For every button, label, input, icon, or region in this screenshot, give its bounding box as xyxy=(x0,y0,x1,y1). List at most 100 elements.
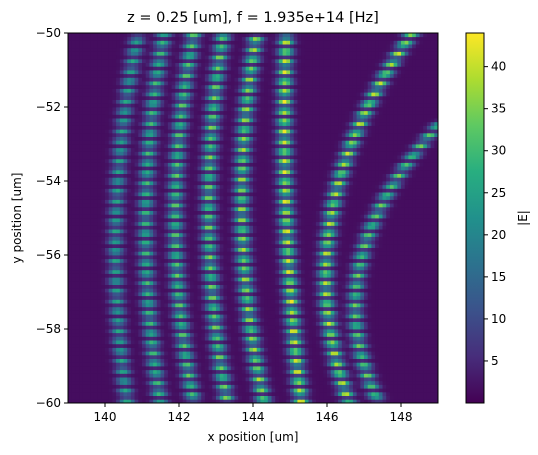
heatmap-cell xyxy=(208,255,213,260)
heatmap-cell xyxy=(290,332,295,337)
heatmap-cell xyxy=(190,299,195,304)
heatmap-cell xyxy=(164,310,169,315)
heatmap-cell xyxy=(138,343,143,348)
heatmap-cell xyxy=(345,399,350,404)
heatmap-cell xyxy=(130,351,135,356)
heatmap-cell xyxy=(323,310,328,315)
heatmap-cell xyxy=(171,288,176,293)
heatmap-cell xyxy=(389,395,394,400)
heatmap-cell xyxy=(145,225,150,230)
heatmap-cell xyxy=(423,236,428,241)
heatmap-cell xyxy=(271,243,276,248)
heatmap-cell xyxy=(356,273,361,278)
heatmap-cell xyxy=(164,362,169,367)
heatmap-cell xyxy=(134,347,139,352)
heatmap-cell xyxy=(123,240,128,245)
heatmap-cell xyxy=(101,317,106,322)
heatmap-cell xyxy=(186,266,191,271)
heatmap-cell xyxy=(349,377,354,382)
heatmap-cell xyxy=(260,269,265,274)
heatmap-cell xyxy=(119,310,124,315)
heatmap-cell xyxy=(371,218,376,223)
heatmap-cell xyxy=(134,384,139,389)
heatmap-cell xyxy=(86,277,91,282)
heatmap-cell xyxy=(145,314,150,319)
heatmap-cell xyxy=(282,225,287,230)
heatmap-cell xyxy=(156,262,161,267)
heatmap-cell xyxy=(275,343,280,348)
heatmap-cell xyxy=(323,236,328,241)
heatmap-cell xyxy=(71,310,76,315)
heatmap-cell xyxy=(415,343,420,348)
heatmap-cell xyxy=(264,288,269,293)
heatmap-cell xyxy=(223,377,228,382)
heatmap-cell xyxy=(323,399,328,404)
heatmap-cell xyxy=(145,273,150,278)
heatmap-cell xyxy=(401,310,406,315)
heatmap-cell xyxy=(426,377,431,382)
heatmap-cell xyxy=(119,395,124,400)
heatmap-cell xyxy=(278,288,283,293)
heatmap-cell xyxy=(426,340,431,345)
heatmap-cell xyxy=(219,247,224,252)
heatmap-cell xyxy=(352,340,357,345)
heatmap-cell xyxy=(208,384,213,389)
heatmap-cell xyxy=(393,240,398,245)
heatmap-cell xyxy=(319,240,324,245)
heatmap-cell xyxy=(79,262,84,267)
heatmap-cell xyxy=(341,332,346,337)
heatmap-cell xyxy=(212,358,217,363)
heatmap-cell xyxy=(356,269,361,274)
heatmap-cell xyxy=(256,284,261,289)
heatmap-cell xyxy=(241,340,246,345)
heatmap-cell xyxy=(193,303,198,308)
heatmap-cell xyxy=(112,351,117,356)
heatmap-cell xyxy=(290,303,295,308)
heatmap-cell xyxy=(297,321,302,326)
heatmap-cell xyxy=(423,321,428,326)
heatmap-cell xyxy=(123,269,128,274)
heatmap-cell xyxy=(297,384,302,389)
heatmap-cell xyxy=(364,347,369,352)
heatmap-cell xyxy=(404,366,409,371)
heatmap-cell xyxy=(401,218,406,223)
heatmap-cell xyxy=(227,306,232,311)
heatmap-cell xyxy=(227,314,232,319)
heatmap-cell xyxy=(401,255,406,260)
heatmap-cell xyxy=(423,343,428,348)
heatmap-cell xyxy=(367,229,372,234)
heatmap-cell xyxy=(334,258,339,263)
heatmap-cell xyxy=(79,332,84,337)
heatmap-cell xyxy=(386,391,391,396)
heatmap-cell xyxy=(234,351,239,356)
heatmap-cell xyxy=(138,388,143,393)
heatmap-cell xyxy=(193,277,198,282)
heatmap-cell xyxy=(375,317,380,322)
heatmap-cell xyxy=(330,262,335,267)
heatmap-cell xyxy=(97,251,102,256)
heatmap-cell xyxy=(101,255,106,260)
heatmap-cell xyxy=(71,377,76,382)
heatmap-cell xyxy=(216,373,221,378)
heatmap-cell xyxy=(308,343,313,348)
heatmap-cell xyxy=(75,280,80,285)
heatmap-cell xyxy=(341,391,346,396)
heatmap-cell xyxy=(230,310,235,315)
heatmap-cell xyxy=(179,225,184,230)
heatmap-cell xyxy=(264,351,269,356)
heatmap-cell xyxy=(134,232,139,237)
heatmap-cell xyxy=(68,377,73,382)
heatmap-cell xyxy=(360,362,365,367)
heatmap-cell xyxy=(304,221,309,226)
heatmap-cell xyxy=(179,317,184,322)
heatmap-cell xyxy=(371,232,376,237)
heatmap-cell xyxy=(71,343,76,348)
heatmap-cell xyxy=(190,340,195,345)
heatmap-cell xyxy=(153,247,158,252)
heatmap-cell xyxy=(68,266,73,271)
heatmap-cell xyxy=(208,362,213,367)
heatmap-cell xyxy=(153,358,158,363)
heatmap-cell xyxy=(241,332,246,337)
heatmap-cell xyxy=(360,262,365,267)
heatmap-cell xyxy=(367,273,372,278)
